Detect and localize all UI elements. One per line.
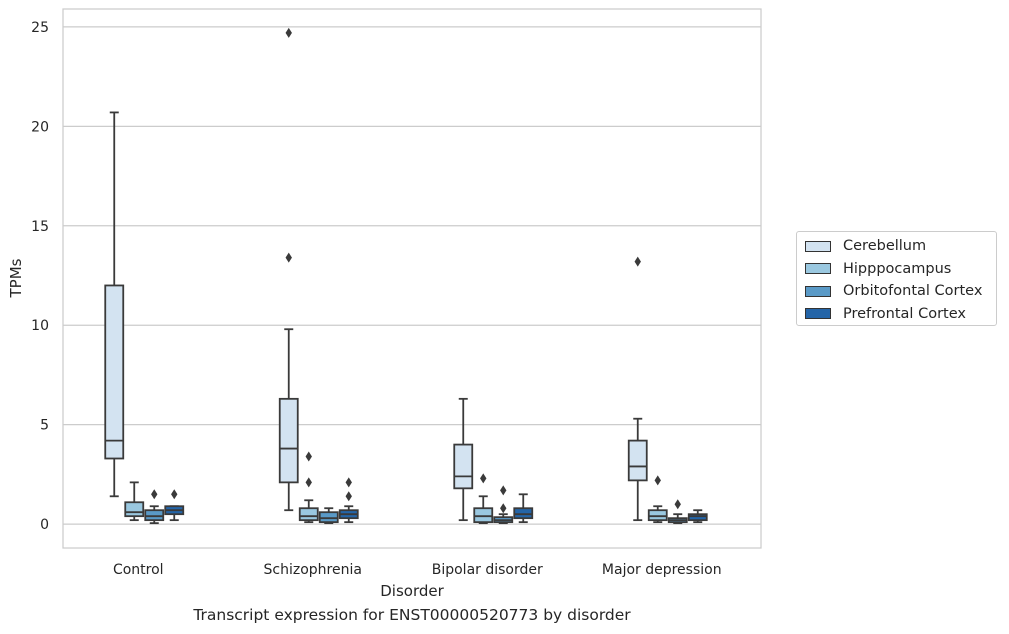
box — [104, 284, 125, 460]
box — [473, 507, 494, 524]
box-group — [318, 507, 339, 525]
legend-swatch — [805, 308, 831, 320]
grid-lines — [63, 26, 761, 525]
legend-swatch — [805, 263, 831, 275]
box — [627, 439, 648, 482]
outlier-point — [634, 256, 641, 267]
y-tick-label: 5 — [40, 418, 49, 434]
box-group — [124, 481, 145, 522]
outlier-point — [285, 252, 292, 263]
y-tick-label: 10 — [31, 318, 49, 334]
outlier-point — [345, 491, 352, 502]
box — [278, 397, 299, 484]
box-group — [298, 451, 319, 524]
y-tick-label: 15 — [31, 219, 49, 235]
outlier-point — [305, 451, 312, 462]
box-group — [453, 397, 474, 522]
legend-item: Prefrontal Cortex — [805, 303, 996, 326]
box — [687, 513, 708, 522]
legend: Cerebellum Hipppocampus Orbitofontal Cor… — [796, 231, 997, 326]
box-group — [164, 489, 185, 522]
y-axis-label: TPMs — [7, 258, 25, 298]
legend-swatch — [805, 240, 831, 252]
box-group — [473, 473, 494, 525]
box-group — [104, 111, 125, 498]
box — [298, 507, 319, 522]
y-tick-label: 20 — [31, 119, 49, 135]
legend-swatch — [805, 285, 831, 297]
outlier-point — [500, 503, 507, 514]
legend-label: Orbitofontal Cortex — [843, 283, 983, 300]
outlier-point — [171, 489, 178, 500]
x-tick-label: Control — [113, 562, 164, 578]
y-tick-labels: 0 5 10 15 20 25 — [31, 20, 49, 533]
outlier-point — [674, 499, 681, 510]
box-group — [687, 509, 708, 524]
box-group — [144, 489, 165, 525]
box-group — [647, 475, 668, 524]
chart-caption: Transcript expression for ENST0000052077… — [193, 606, 631, 624]
x-tick-label: Schizophrenia — [264, 562, 362, 578]
outlier-point — [500, 485, 507, 496]
outlier-point — [151, 489, 158, 500]
y-tick-label: 0 — [40, 517, 49, 533]
plot-frame — [62, 8, 762, 549]
box-marks — [104, 27, 708, 525]
box-group — [278, 27, 299, 512]
x-tick-label: Major depression — [602, 562, 722, 578]
box — [513, 507, 534, 520]
legend-item: Orbitofontal Cortex — [805, 280, 996, 303]
y-tick-label: 25 — [31, 20, 49, 36]
outlier-point — [305, 477, 312, 488]
outlier-point — [480, 473, 487, 484]
outlier-point — [285, 27, 292, 38]
outlier-point — [345, 477, 352, 488]
box — [144, 509, 165, 522]
legend-item: Hipppocampus — [805, 258, 996, 281]
box-group — [667, 499, 688, 525]
x-axis-label: Disorder — [380, 582, 444, 600]
box — [647, 509, 668, 522]
x-tick-label: Bipolar disorder — [432, 562, 543, 578]
box-group — [338, 477, 359, 524]
legend-label: Cerebellum — [843, 238, 927, 255]
legend-item: Cerebellum — [805, 235, 996, 258]
box — [453, 443, 474, 490]
legend-label: Prefrontal Cortex — [843, 305, 966, 322]
outlier-point — [654, 475, 661, 486]
legend-label: Hipppocampus — [843, 260, 952, 277]
box — [124, 501, 145, 518]
box — [318, 511, 339, 524]
box-group — [493, 485, 514, 525]
x-tick-labels: Control Schizophrenia Bipolar disorder Majo… — [113, 562, 722, 578]
box-group — [513, 493, 534, 524]
box-group — [627, 256, 648, 522]
